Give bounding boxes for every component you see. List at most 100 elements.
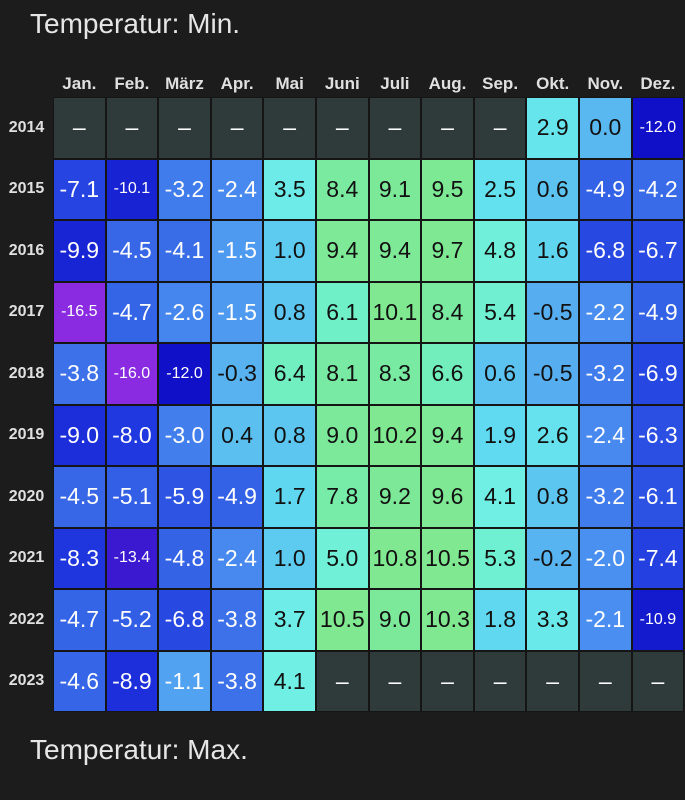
heatmap-cell: -4.5 xyxy=(105,220,159,282)
row-header: 2015 xyxy=(8,180,45,198)
heatmap-cell: -2.6 xyxy=(158,281,211,343)
column-header: Aug. xyxy=(428,74,467,93)
heatmap-cell: 9.7 xyxy=(421,220,474,282)
heatmap-cell: 9.0 xyxy=(368,589,422,651)
heatmap-cell: 0.8 xyxy=(526,466,579,528)
heatmap-cell: 9.0 xyxy=(316,404,369,466)
column-header: Nov. xyxy=(587,74,624,93)
column-header: Juni xyxy=(324,74,360,93)
heatmap-cell: -3.8 xyxy=(210,650,264,712)
heatmap-cell: -0.3 xyxy=(210,343,264,405)
heatmap-cell: -2.0 xyxy=(579,527,632,589)
heatmap-cell: 0.0 xyxy=(579,97,632,159)
row-header: 2020 xyxy=(8,487,45,505)
heatmap-cell: 0.4 xyxy=(210,404,264,466)
heatmap-cell: 3.7 xyxy=(263,589,316,651)
column-header: Juli xyxy=(380,74,410,93)
heatmap-cell: 3.3 xyxy=(526,589,579,651)
heatmap-cell: -6.8 xyxy=(579,220,632,282)
heatmap-cell: 8.4 xyxy=(316,158,369,220)
heatmap-cell: 9.4 xyxy=(421,404,474,466)
heatmap-cell: – xyxy=(473,650,527,712)
heatmap-cell: – xyxy=(526,650,579,712)
heatmap-cell: – xyxy=(421,97,474,159)
heatmap-cell: – xyxy=(421,650,474,712)
column-header: Dez. xyxy=(640,74,676,93)
heatmap-cell: -2.4 xyxy=(579,404,632,466)
heatmap-cell: 2.6 xyxy=(526,404,579,466)
heatmap-cell: -4.6 xyxy=(53,650,106,712)
heatmap-cell: -4.7 xyxy=(53,589,106,651)
heatmap-cell: -5.9 xyxy=(158,466,211,528)
section-title: Temperatur: Max. xyxy=(30,734,248,765)
heatmap-cell: -0.5 xyxy=(526,281,579,343)
heatmap-cell: -0.5 xyxy=(526,343,579,405)
column-header: Feb. xyxy=(114,74,150,93)
heatmap-cell: 9.4 xyxy=(368,220,422,282)
heatmap-cell: 5.4 xyxy=(473,281,527,343)
heatmap-cell: -1.1 xyxy=(158,650,211,712)
row-header: 2018 xyxy=(8,364,45,382)
heatmap-cell: -3.8 xyxy=(53,343,106,405)
heatmap-cell: -4.9 xyxy=(631,281,685,343)
heatmap-cell: – xyxy=(368,650,422,712)
heatmap-cell: -6.8 xyxy=(158,589,211,651)
heatmap-cell: 0.6 xyxy=(526,158,579,220)
row-header: 2022 xyxy=(8,610,45,628)
heatmap-cell: -7.1 xyxy=(53,158,106,220)
heatmap-cell: 9.5 xyxy=(421,158,474,220)
heatmap-cell: 1.7 xyxy=(263,466,316,528)
heatmap-cell: -3.0 xyxy=(158,404,211,466)
heatmap-cell: -2.4 xyxy=(210,158,264,220)
heatmap-cell: -1.5 xyxy=(210,220,264,282)
row-header: 2016 xyxy=(8,241,45,259)
heatmap-cell: -9.9 xyxy=(53,220,106,282)
heatmap-cell: – xyxy=(579,650,632,712)
column-header: März xyxy=(165,74,204,93)
column-header: Mai xyxy=(275,74,304,93)
heatmap-cell: -8.3 xyxy=(53,527,106,589)
heatmap-cell: 3.5 xyxy=(263,158,316,220)
heatmap-cell: -3.2 xyxy=(579,466,632,528)
column-header: Okt. xyxy=(536,74,570,93)
column-header: Jan. xyxy=(62,74,97,93)
heatmap-cell: 1.9 xyxy=(473,404,527,466)
heatmap-cell: -12.0 xyxy=(631,97,685,159)
heatmap-cell: -6.3 xyxy=(631,404,685,466)
row-header: 2017 xyxy=(8,303,45,321)
heatmap-cell: – xyxy=(316,97,369,159)
heatmap-cell: 1.0 xyxy=(263,220,316,282)
heatmap-cell: -2.4 xyxy=(210,527,264,589)
heatmap-cell: -8.9 xyxy=(105,650,159,712)
heatmap-cell: 0.6 xyxy=(473,343,527,405)
heatmap-cell: 9.6 xyxy=(421,466,474,528)
heatmap-cell: – xyxy=(368,97,422,159)
heatmap-cell: 9.4 xyxy=(316,220,369,282)
heatmap-cell: -4.8 xyxy=(158,527,211,589)
heatmap-cell: 9.2 xyxy=(368,466,422,528)
heatmap-cell: 6.4 xyxy=(263,343,316,405)
heatmap-cell: 1.6 xyxy=(526,220,579,282)
heatmap-cell: -2.1 xyxy=(579,589,632,651)
heatmap-cell: – xyxy=(158,97,211,159)
heatmap-cell: -4.7 xyxy=(105,281,159,343)
heatmap-cell: 8.3 xyxy=(368,343,422,405)
heatmap-cell: -4.9 xyxy=(210,466,264,528)
heatmap-cell: -4.9 xyxy=(579,158,632,220)
heatmap-cell: -3.8 xyxy=(210,589,264,651)
heatmap-cell: 10.8 xyxy=(368,527,422,589)
heatmap-cell: -9.0 xyxy=(53,404,106,466)
heatmap-cell: – xyxy=(263,97,316,159)
heatmap-cell: 4.8 xyxy=(473,220,527,282)
heatmap-cell: -3.2 xyxy=(158,158,211,220)
heatmap-cell: -0.2 xyxy=(526,527,579,589)
heatmap-cell: 4.1 xyxy=(263,650,316,712)
heatmap-cell: -16.5 xyxy=(53,281,106,343)
heatmap-cell: 9.1 xyxy=(368,158,422,220)
heatmap-cell: 1.0 xyxy=(263,527,316,589)
heatmap-cell: 10.1 xyxy=(368,281,422,343)
heatmap-cell: -10.1 xyxy=(105,158,159,220)
heatmap-cell: -7.4 xyxy=(631,527,685,589)
heatmap-cell: -4.5 xyxy=(53,466,106,528)
heatmap-cell: -4.1 xyxy=(158,220,211,282)
